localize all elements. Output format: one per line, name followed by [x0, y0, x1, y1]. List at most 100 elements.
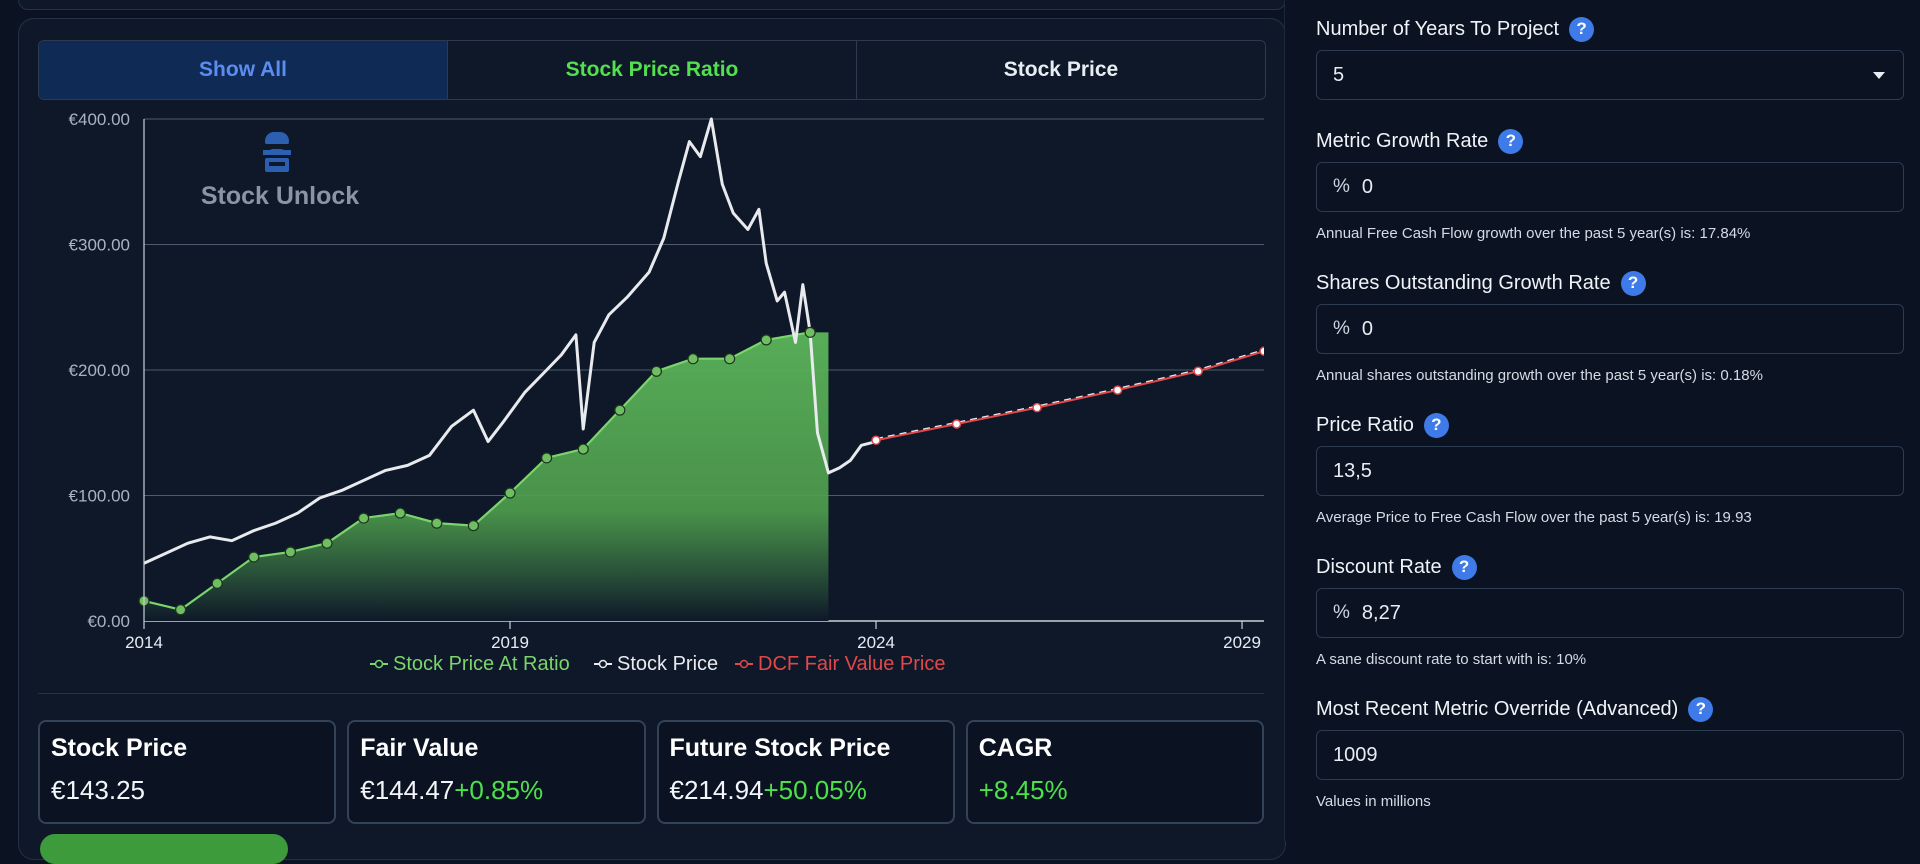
years-value: 5 [1333, 63, 1345, 86]
stat-change: +8.45% [978, 775, 1068, 805]
shares-growth-input[interactable]: % 0 [1316, 304, 1904, 354]
discount-rate-input[interactable]: % 8,27 [1316, 588, 1904, 638]
metric-override-label: Most Recent Metric Override (Advanced) [1316, 697, 1679, 720]
series-area-stock-price-at-ratio [144, 332, 829, 621]
percent-prefix: % [1333, 318, 1350, 339]
chevron-down-icon [1873, 72, 1885, 79]
data-point-stock-price-at-ratio [211, 577, 223, 589]
y-tick-label: €400.00 [69, 110, 130, 129]
price-ratio-hint: Average Price to Free Cash Flow over the… [1316, 509, 1752, 526]
stat-card-fair-value: Fair Value €144.47+0.85% [347, 720, 646, 824]
data-point-stock-price-at-ratio [687, 353, 699, 365]
x-tick-label: 2014 [125, 633, 163, 652]
discount-rate-label: Discount Rate [1316, 555, 1442, 578]
data-point-dcf-fair-value-price [871, 435, 881, 446]
metric-override-value: 1009 [1333, 743, 1378, 766]
data-point-stock-price-at-ratio [284, 546, 297, 558]
data-point-stock-price-at-ratio [358, 512, 370, 524]
shares-growth-field: Shares Outstanding Growth Rate ? % 0 Ann… [1316, 268, 1904, 384]
tab-stock-price-ratio[interactable]: Stock Price Ratio [448, 41, 857, 99]
stat-card-cagr: CAGR +8.45% [965, 720, 1264, 824]
years-label: Number of Years To Project [1316, 17, 1560, 40]
price-ratio-field: Price Ratio ? 13,5 Average Price to Free… [1316, 410, 1904, 526]
x-tick-label: 2019 [491, 633, 529, 652]
calculate-button[interactable] [40, 834, 288, 864]
tab-stock-price[interactable]: Stock Price [857, 41, 1265, 99]
stat-title: CAGR [978, 734, 1053, 762]
percent-prefix: % [1333, 602, 1350, 623]
series-line-stock-price [143, 117, 877, 565]
legend-label: Stock Price [617, 653, 718, 675]
data-point-dcf-fair-value-price [1259, 346, 1264, 356]
help-icon[interactable]: ? [1423, 412, 1449, 438]
metric-override-label-row: Most Recent Metric Override (Advanced) ? [1316, 694, 1904, 724]
shares-growth-label-row: Shares Outstanding Growth Rate ? [1316, 268, 1904, 298]
data-point-dcf-fair-value-price [1193, 366, 1203, 377]
metric-growth-input[interactable]: % 0 [1316, 162, 1904, 212]
price-ratio-input[interactable]: 13,5 [1316, 446, 1904, 496]
metric-growth-field: Metric Growth Rate ? % 0 Annual Free Cas… [1316, 126, 1904, 242]
years-select[interactable]: 5 [1316, 50, 1904, 100]
data-point-stock-price-at-ratio [321, 537, 333, 549]
data-point-dcf-fair-value-price [951, 419, 962, 429]
metric-growth-label: Metric Growth Rate [1316, 129, 1489, 152]
shares-growth-label: Shares Outstanding Growth Rate [1316, 271, 1611, 294]
discount-rate-field: Discount Rate ? % 8,27 A sane discount r… [1316, 552, 1904, 668]
data-point-stock-price-at-ratio [724, 353, 736, 365]
metric-growth-label-row: Metric Growth Rate ? [1316, 126, 1904, 156]
metric-growth-value: 0 [1361, 175, 1374, 198]
data-point-stock-price-at-ratio [650, 365, 663, 377]
x-tick-label: 2029 [1223, 633, 1261, 652]
watermark-text: Stock Unlock [201, 182, 359, 210]
years-field: Number of Years To Project ? 5 [1316, 14, 1904, 100]
help-icon[interactable]: ? [1498, 128, 1524, 154]
data-point-stock-price-at-ratio [394, 507, 406, 519]
price-ratio-label: Price Ratio [1316, 413, 1414, 436]
discount-rate-label-row: Discount Rate ? [1316, 552, 1904, 582]
stat-title: Fair Value [360, 734, 479, 762]
y-tick-label: €100.00 [69, 487, 130, 506]
help-icon[interactable]: ? [1451, 554, 1477, 580]
data-point-stock-price-at-ratio [248, 551, 260, 563]
data-point-stock-price-at-ratio [431, 517, 443, 529]
stat-change: +0.85% [454, 775, 544, 805]
legend-label: DCF Fair Value Price [758, 653, 945, 675]
y-tick-label: €0.00 [87, 612, 130, 631]
stat-amount: €214.94 [669, 775, 764, 805]
panel-divider [1284, 0, 1285, 841]
shares-growth-hint: Annual shares outstanding growth over th… [1316, 367, 1763, 384]
price-chart: Stock Unlock €0.00 €100.00 €200.00 €300.00 €… [69, 110, 1264, 675]
help-icon[interactable]: ? [1569, 16, 1595, 42]
stat-value: €214.94+50.05% [670, 775, 942, 806]
stat-title: Future Stock Price [669, 734, 891, 762]
metric-override-field: Most Recent Metric Override (Advanced) ?… [1316, 694, 1904, 810]
legend-marker-dot [739, 659, 749, 669]
metric-override-input[interactable]: 1009 [1316, 730, 1904, 780]
price-ratio-value: 13,5 [1333, 459, 1372, 482]
data-point-stock-price-at-ratio [175, 604, 187, 616]
years-label-row: Number of Years To Project ? [1316, 14, 1904, 44]
percent-prefix: % [1333, 176, 1350, 197]
stat-value: +8.45% [979, 775, 1251, 806]
stat-amount: €144.47 [360, 775, 455, 805]
data-point-stock-price-at-ratio [504, 487, 516, 499]
y-tick-label: €200.00 [69, 361, 130, 380]
series-line-dcf-fair-value-price [875, 350, 1264, 442]
data-point-dcf-fair-value-price [1112, 385, 1123, 395]
data-point-stock-price-at-ratio [541, 452, 553, 464]
discount-rate-value: 8,27 [1361, 601, 1401, 624]
tab-show-all[interactable]: Show All [39, 41, 448, 99]
settings-panel [1284, 0, 1920, 841]
data-point-stock-price-at-ratio [467, 520, 480, 532]
legend-label: Stock Price At Ratio [393, 653, 570, 675]
price-ratio-label-row: Price Ratio ? [1316, 410, 1904, 440]
stat-value: €144.47+0.85% [360, 775, 632, 806]
help-icon[interactable]: ? [1688, 696, 1714, 722]
legend-marker-dot [374, 659, 384, 669]
stats-row: Stock Price €143.25 Fair Value €144.47+0… [38, 720, 1264, 824]
stat-value: €143.25 [51, 775, 323, 806]
stat-card-future-stock-price: Future Stock Price €214.94+50.05% [656, 720, 955, 824]
help-icon[interactable]: ? [1620, 270, 1646, 296]
chart-divider [38, 693, 1264, 694]
data-point-stock-price-at-ratio [577, 443, 589, 455]
